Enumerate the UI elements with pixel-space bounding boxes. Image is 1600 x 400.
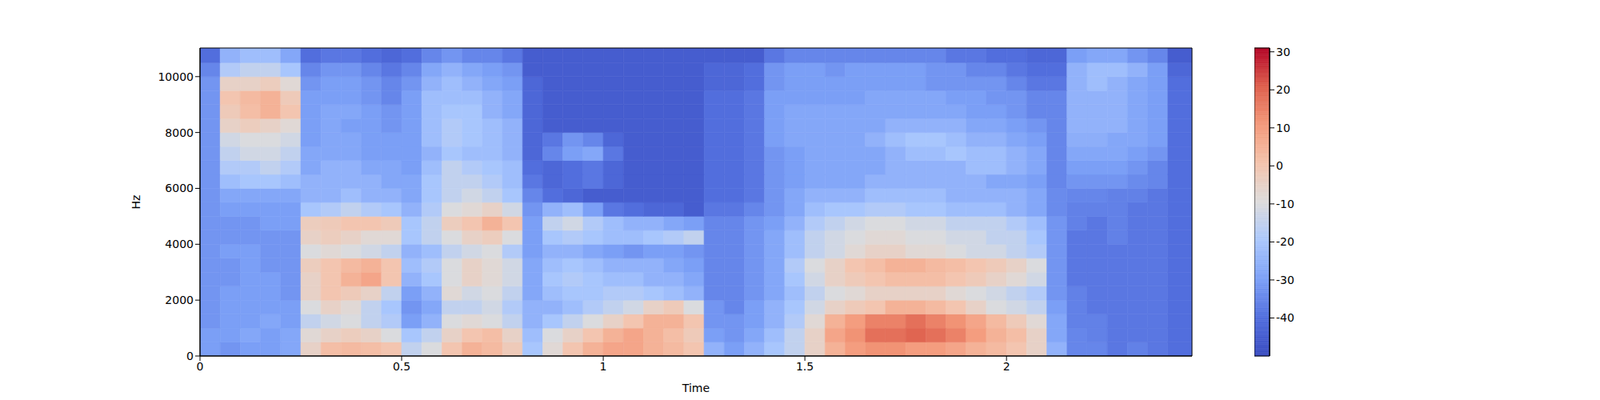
svg-text:4000: 4000: [164, 237, 194, 251]
svg-text:10: 10: [1276, 121, 1291, 135]
svg-text:10000: 10000: [157, 70, 194, 84]
svg-text:-40: -40: [1276, 311, 1295, 324]
svg-text:Hz: Hz: [129, 195, 143, 210]
svg-text:2: 2: [1003, 360, 1011, 373]
svg-text:8000: 8000: [164, 126, 194, 140]
svg-text:Time: Time: [681, 381, 710, 395]
svg-text:30: 30: [1276, 45, 1291, 59]
svg-text:0: 0: [1276, 159, 1284, 172]
svg-text:6000: 6000: [164, 181, 194, 195]
svg-text:1: 1: [600, 360, 608, 373]
svg-text:-20: -20: [1276, 235, 1295, 248]
svg-text:1.5: 1.5: [796, 360, 814, 373]
svg-text:0: 0: [186, 349, 194, 363]
svg-text:20: 20: [1276, 83, 1291, 96]
svg-text:0: 0: [196, 360, 204, 373]
svg-text:-30: -30: [1276, 273, 1295, 287]
svg-text:0.5: 0.5: [392, 360, 411, 373]
svg-text:-10: -10: [1276, 197, 1295, 211]
svg-text:2000: 2000: [164, 293, 194, 307]
